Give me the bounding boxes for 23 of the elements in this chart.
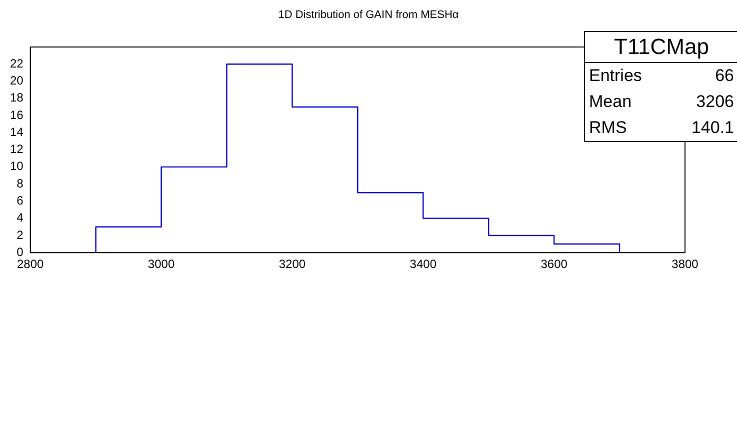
y-tick-label: 4 xyxy=(16,210,24,225)
x-tick-label: 3200 xyxy=(278,257,306,272)
text: Mean 3206 xyxy=(589,92,734,111)
annotation: T11CMap xyxy=(585,32,737,63)
y-tick-label: 8 xyxy=(16,176,24,190)
text: Entries 66 xyxy=(589,66,734,85)
chart-title: 1D Distribution of GAIN from MESHα xyxy=(277,9,460,21)
y-tick-label: 18 xyxy=(10,90,24,105)
y-tick-label: 22 xyxy=(10,56,24,70)
y-tick-label: 12 xyxy=(10,142,24,156)
x-tick-label: 3400 xyxy=(410,257,437,272)
x-tick-label: 3000 xyxy=(148,257,175,272)
y-tick-label: 0 xyxy=(16,244,24,259)
x-tick-label: 3600 xyxy=(540,257,568,272)
y-tick-label: 2 xyxy=(16,228,24,242)
y-tick-label: 14 xyxy=(10,124,24,139)
text: RMS 140.1 xyxy=(589,118,734,137)
x-tick-label: 2800 xyxy=(16,257,44,272)
y-tick-label: 10 xyxy=(10,159,24,174)
x-tick-label: 3800 xyxy=(672,257,699,272)
y-tick-label: 20 xyxy=(10,74,24,88)
y-tick-label: 16 xyxy=(10,108,24,122)
y-tick-label: 6 xyxy=(16,194,24,208)
